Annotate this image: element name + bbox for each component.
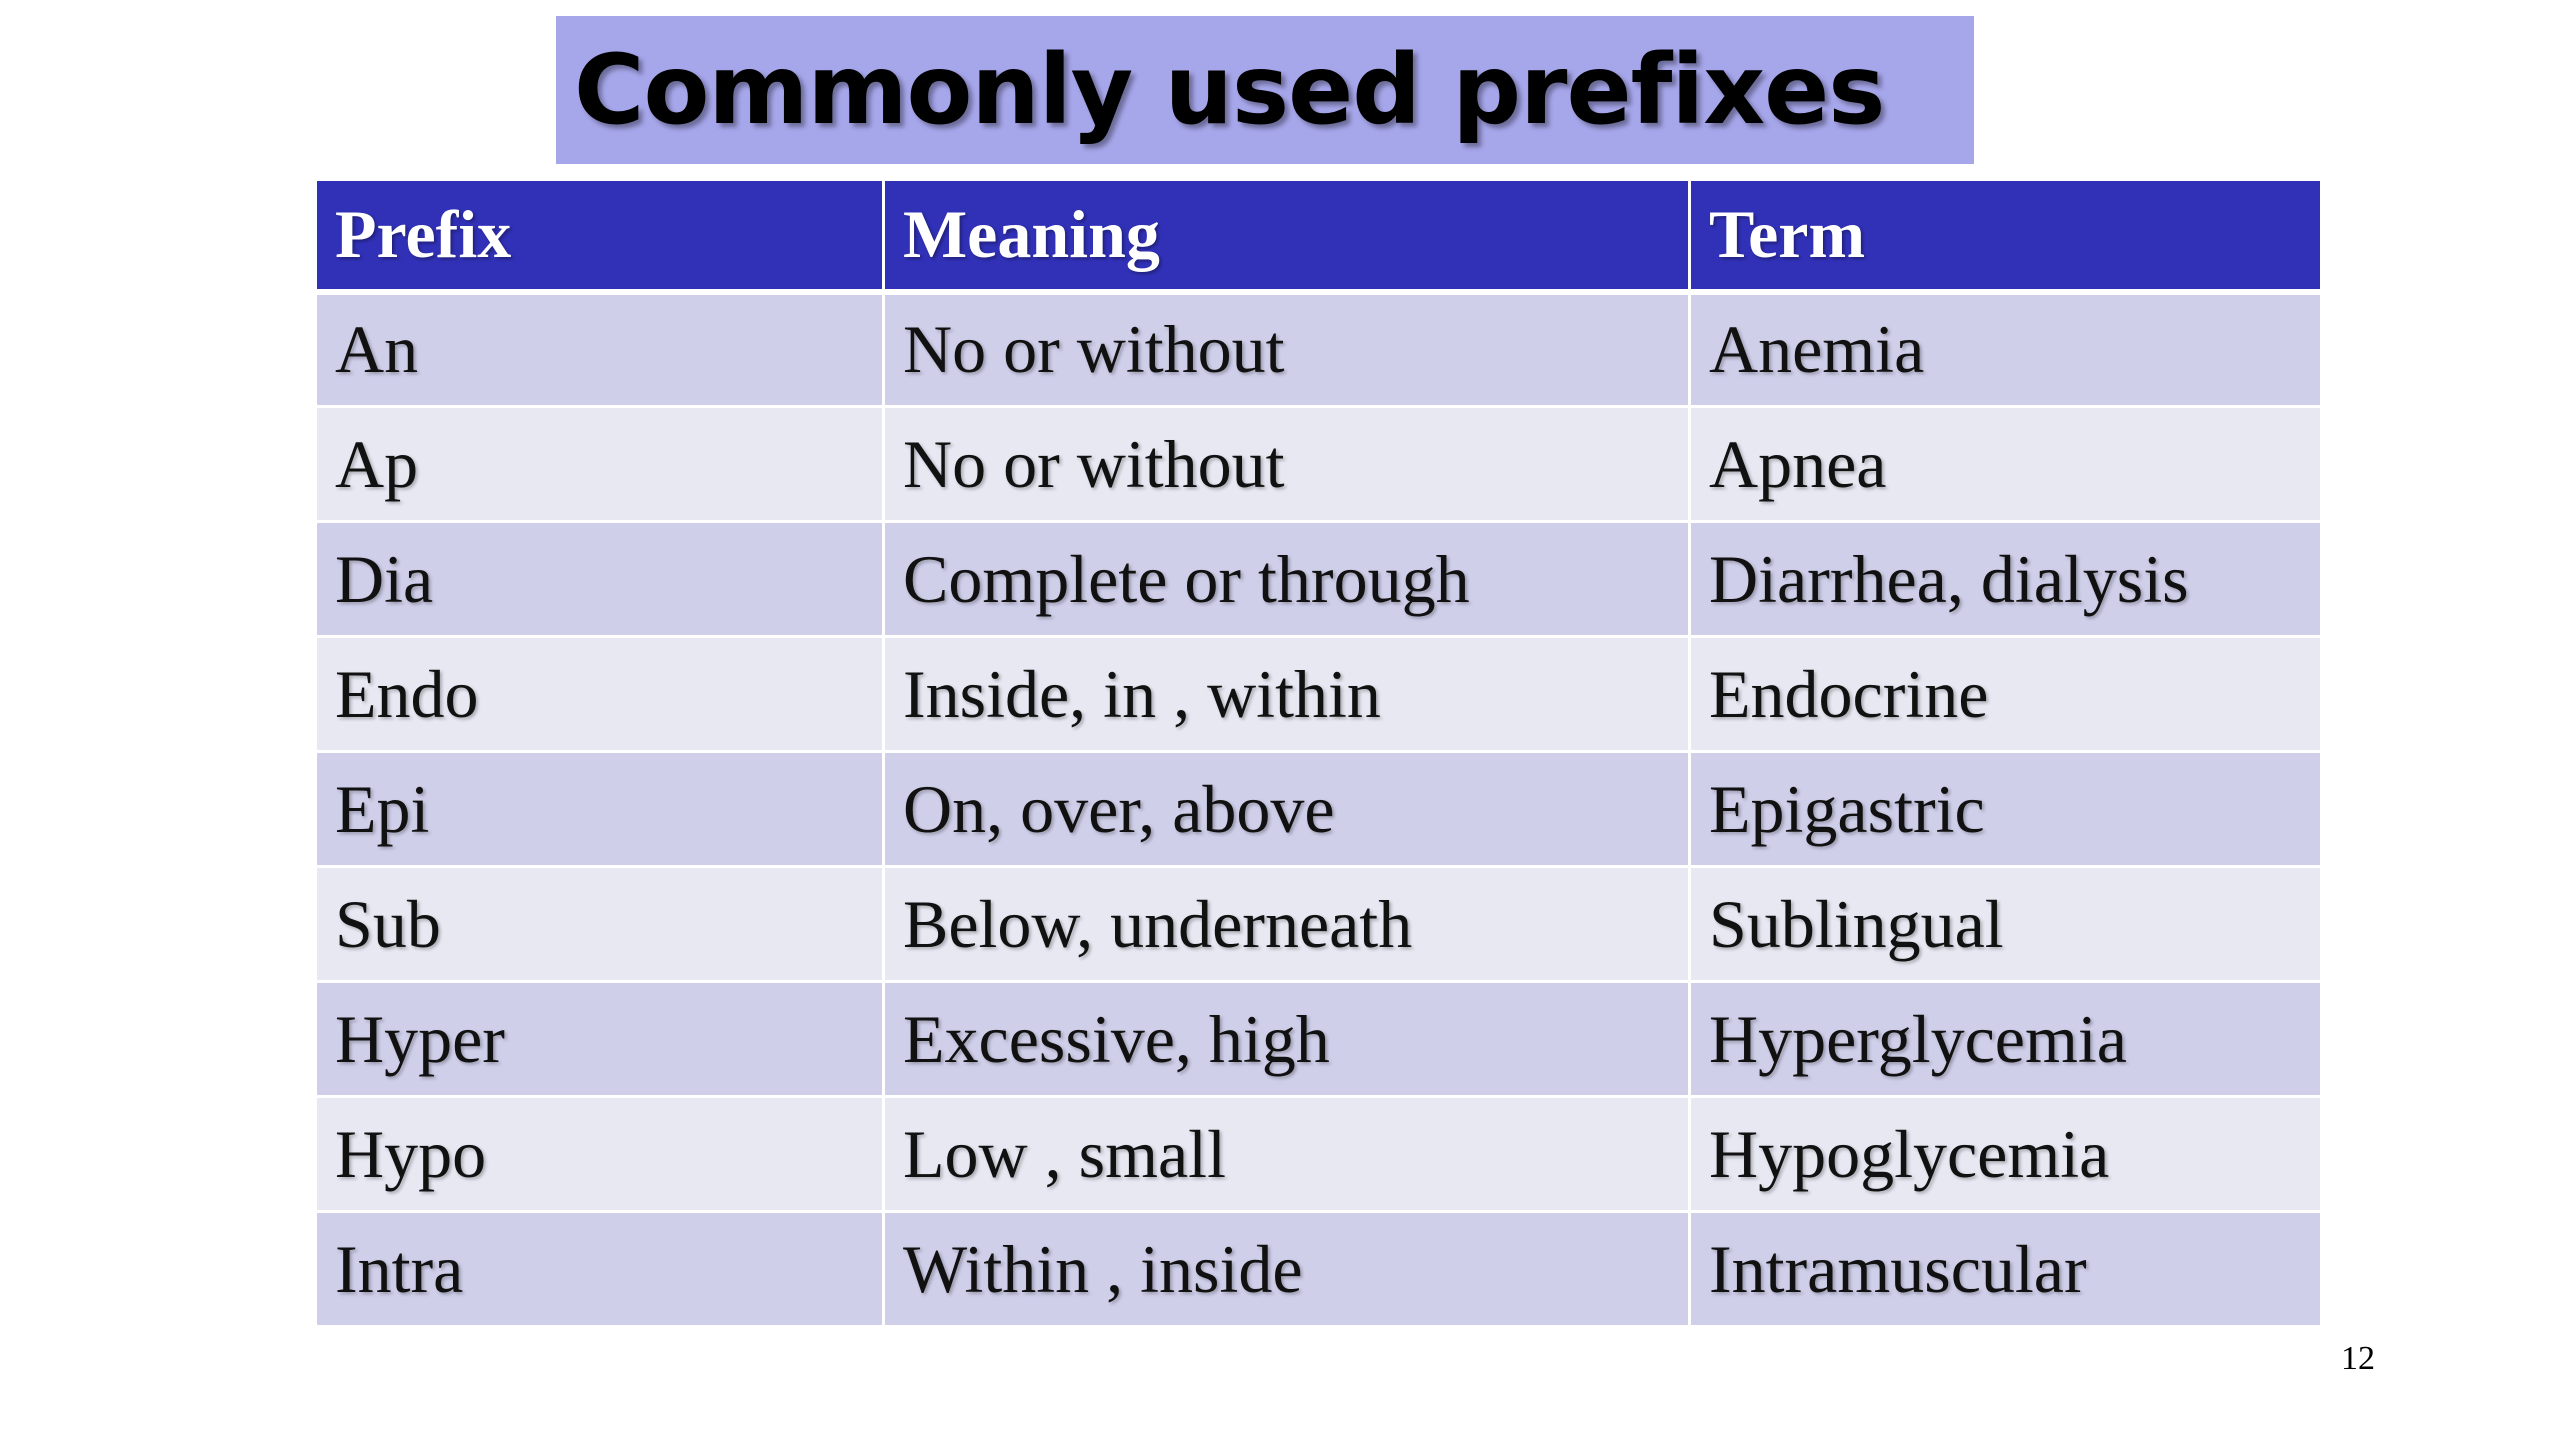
meaning-cell: On, over, above bbox=[882, 750, 1691, 868]
slide-title: Commonly used prefixes bbox=[574, 34, 1885, 146]
table-row: Intra Within , inside Intramuscular bbox=[314, 1210, 2323, 1328]
prefix-cell: Epi bbox=[314, 750, 885, 868]
column-header-prefix: Prefix bbox=[314, 178, 885, 295]
prefix-cell: Dia bbox=[314, 520, 885, 638]
meaning-cell: Inside, in , within bbox=[882, 635, 1691, 753]
term-cell: Anemia bbox=[1688, 290, 2323, 408]
prefix-cell: Hyper bbox=[314, 980, 885, 1098]
meaning-cell: Excessive, high bbox=[882, 980, 1691, 1098]
prefix-cell: Hypo bbox=[314, 1095, 885, 1213]
meaning-cell: Complete or through bbox=[882, 520, 1691, 638]
table-row: Epi On, over, above Epigastric bbox=[314, 750, 2323, 868]
table-row: Endo Inside, in , within Endocrine bbox=[314, 635, 2323, 753]
term-cell: Endocrine bbox=[1688, 635, 2323, 753]
prefix-table: Prefix Meaning Term An No or without Ane… bbox=[314, 178, 2323, 1328]
meaning-cell: No or without bbox=[882, 290, 1691, 408]
meaning-cell: Within , inside bbox=[882, 1210, 1691, 1328]
meaning-cell: Below, underneath bbox=[882, 865, 1691, 983]
table-row: Hypo Low , small Hypoglycemia bbox=[314, 1095, 2323, 1213]
meaning-cell: Low , small bbox=[882, 1095, 1691, 1213]
title-banner: Commonly used prefixes bbox=[556, 16, 1974, 164]
prefix-cell: Sub bbox=[314, 865, 885, 983]
prefix-cell: Ap bbox=[314, 405, 885, 523]
table-row: Sub Below, underneath Sublingual bbox=[314, 865, 2323, 983]
table-row: Hyper Excessive, high Hyperglycemia bbox=[314, 980, 2323, 1098]
term-cell: Hyperglycemia bbox=[1688, 980, 2323, 1098]
term-cell: Hypoglycemia bbox=[1688, 1095, 2323, 1213]
term-cell: Epigastric bbox=[1688, 750, 2323, 868]
column-header-meaning: Meaning bbox=[882, 178, 1691, 295]
table-row: Ap No or without Apnea bbox=[314, 405, 2323, 523]
meaning-cell: No or without bbox=[882, 405, 1691, 523]
prefix-cell: Intra bbox=[314, 1210, 885, 1328]
page-number: 12 bbox=[2341, 1340, 2375, 1377]
table-row: An No or without Anemia bbox=[314, 290, 2323, 408]
term-cell: Sublingual bbox=[1688, 865, 2323, 983]
table-header-row: Prefix Meaning Term bbox=[314, 178, 2323, 295]
term-cell: Intramuscular bbox=[1688, 1210, 2323, 1328]
prefix-cell: Endo bbox=[314, 635, 885, 753]
column-header-term: Term bbox=[1688, 178, 2323, 295]
table-row: Dia Complete or through Diarrhea, dialys… bbox=[314, 520, 2323, 638]
term-cell: Diarrhea, dialysis bbox=[1688, 520, 2323, 638]
prefix-cell: An bbox=[314, 290, 885, 408]
term-cell: Apnea bbox=[1688, 405, 2323, 523]
